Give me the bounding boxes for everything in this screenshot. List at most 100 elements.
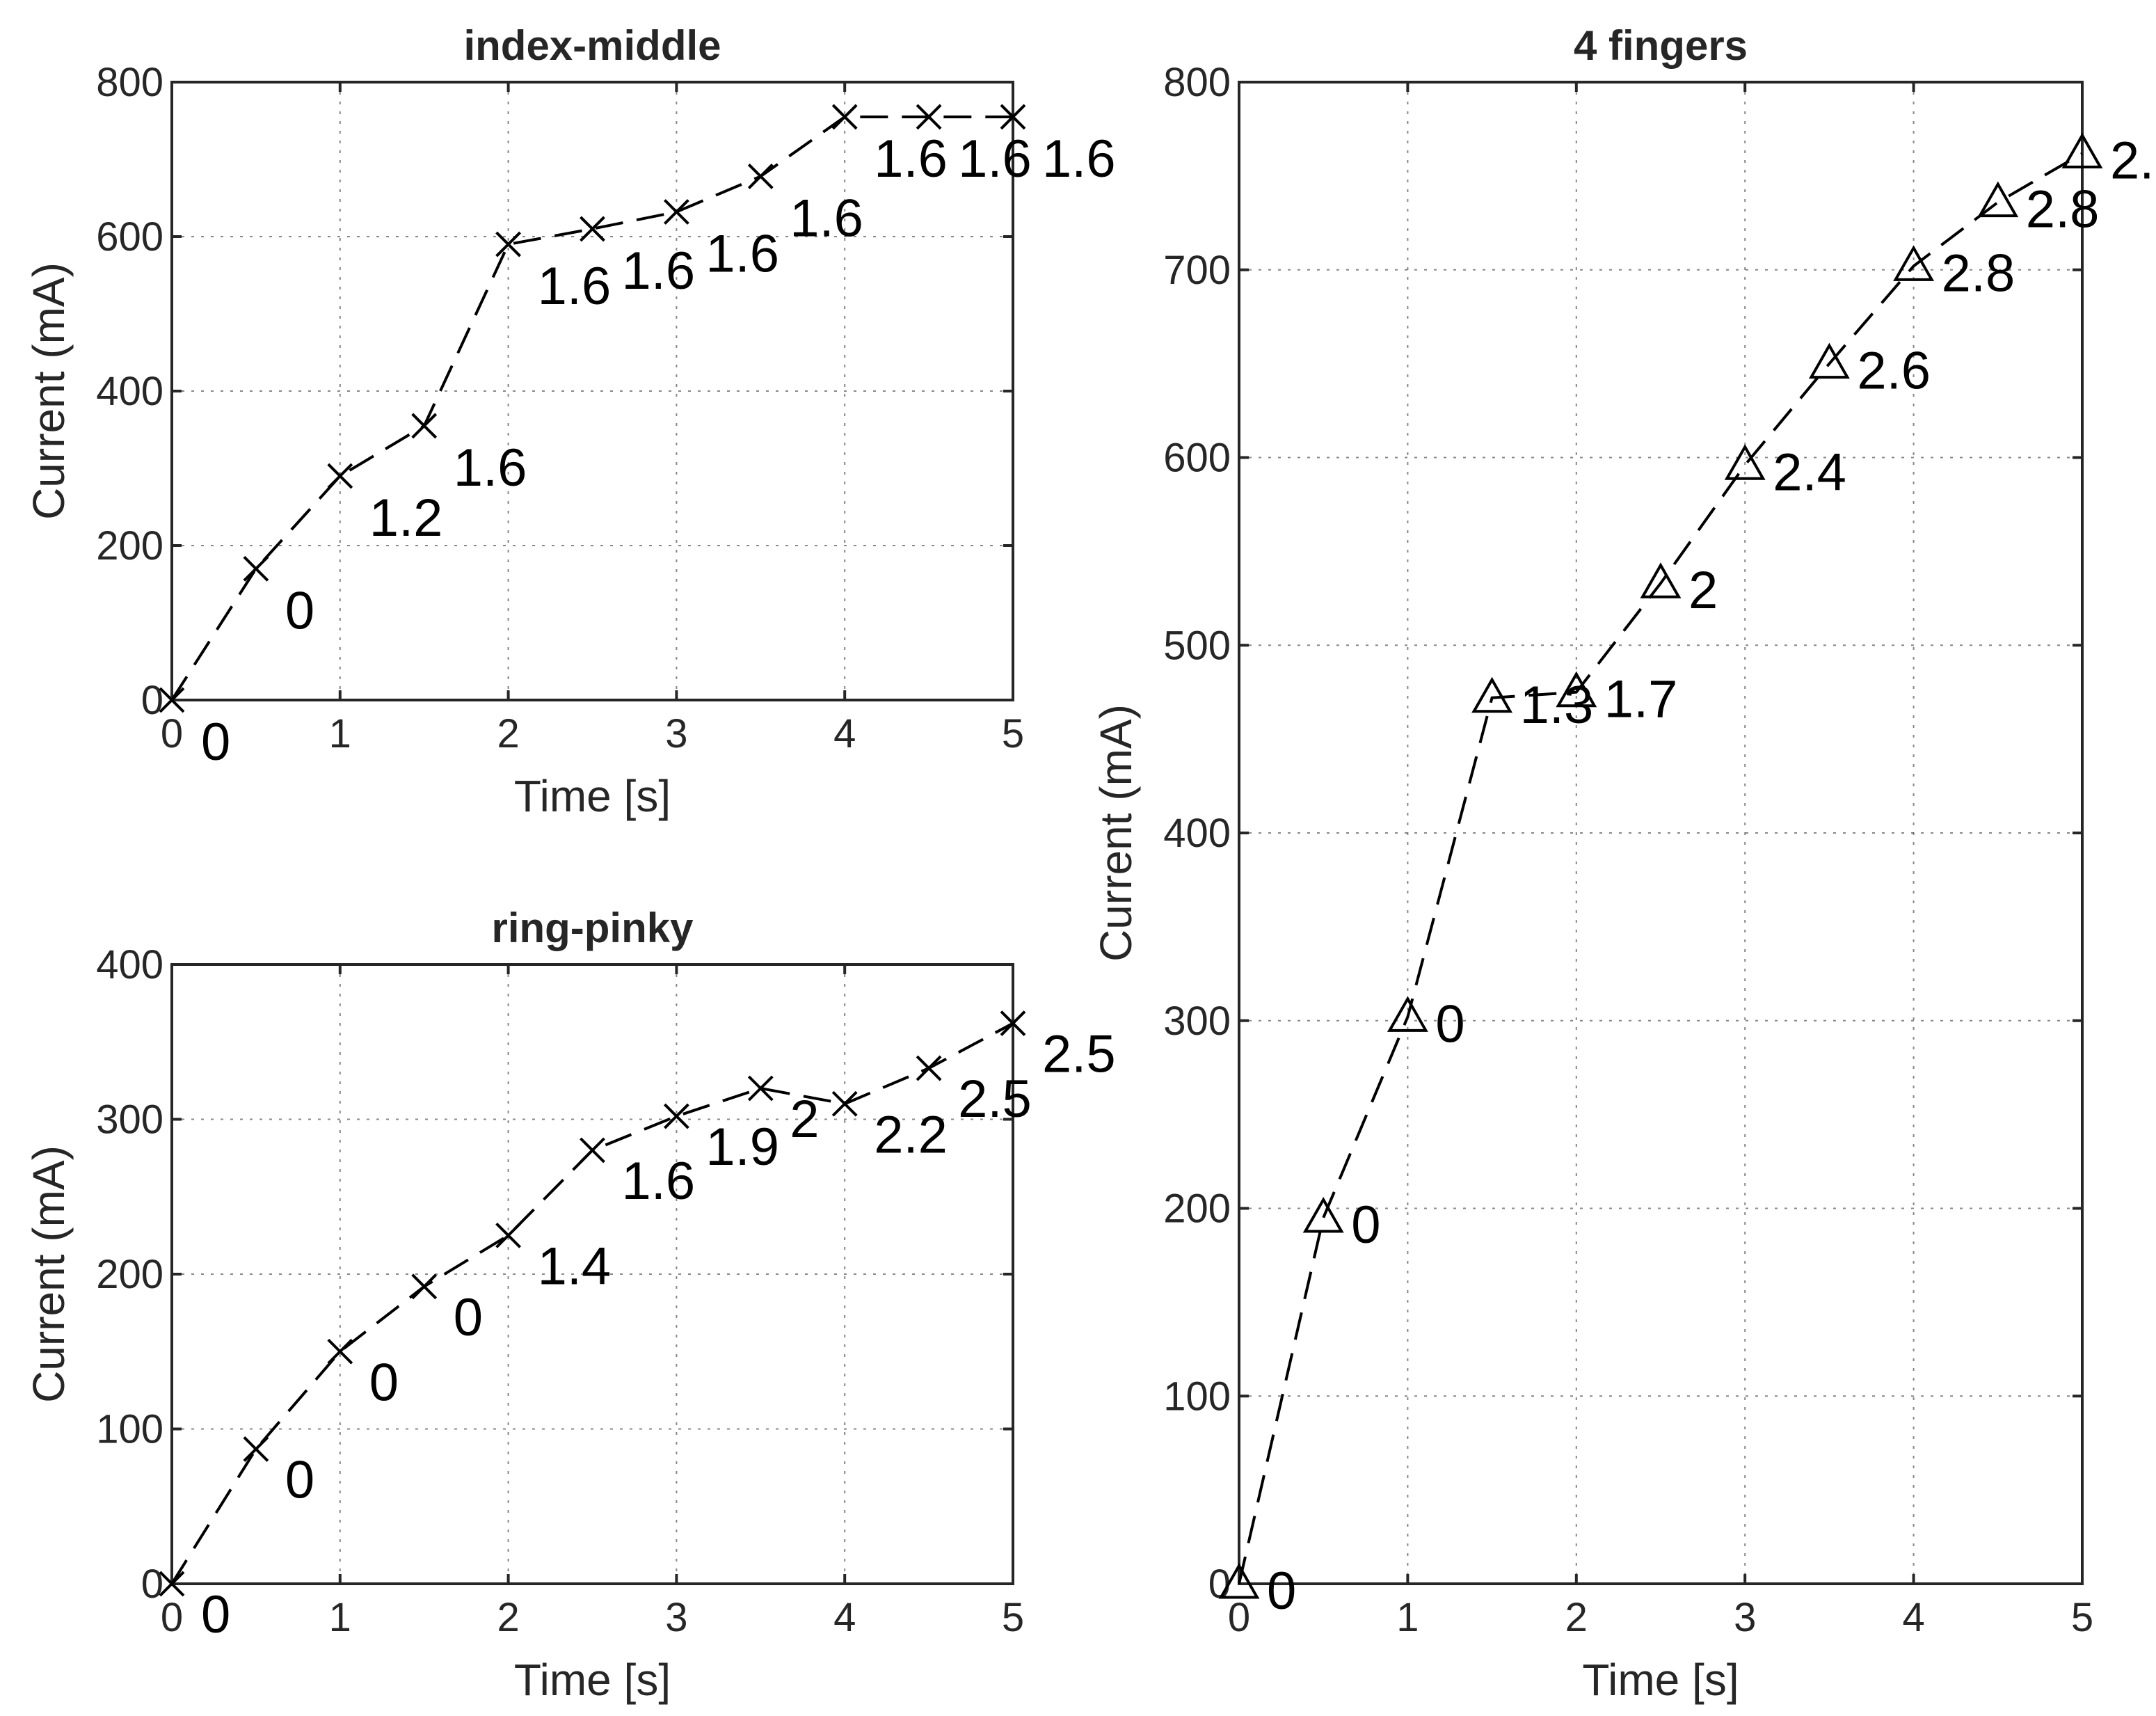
data-point-label: 2.2	[874, 1105, 948, 1164]
y-tick-label: 100	[1163, 1374, 1231, 1419]
y-tick-label: 100	[96, 1407, 163, 1452]
y-tick-label: 300	[1163, 999, 1231, 1044]
data-point-marker	[159, 1571, 185, 1597]
x-tick-label: 3	[665, 1595, 687, 1640]
x-tick-label: 5	[1002, 711, 1024, 756]
data-point-marker	[411, 1273, 438, 1300]
x-tick-label: 1	[329, 711, 351, 756]
data-point-marker	[159, 687, 185, 713]
data-point-marker	[580, 1137, 605, 1163]
x-tick-label: 0	[1228, 1595, 1250, 1640]
data-point-label: 1.6	[958, 129, 1032, 189]
data-point-marker	[1000, 1010, 1026, 1036]
data-point-marker	[747, 164, 774, 189]
y-tick-label: 400	[96, 369, 163, 414]
data-point-label: 0	[285, 581, 314, 640]
x-tick-label: 1	[1396, 1595, 1419, 1640]
data-point-label: 2.5	[1042, 1025, 1116, 1084]
data-point-label: 1.2	[369, 488, 443, 548]
y-tick-label: 0	[141, 1562, 163, 1607]
data-point-marker	[831, 104, 858, 130]
data-point-marker	[1556, 671, 1597, 708]
data-point-marker	[831, 1090, 858, 1117]
data-point-label: 1.6	[1042, 129, 1116, 189]
y-tick-label: 0	[141, 678, 163, 723]
data-point-marker	[1000, 104, 1026, 130]
x-tick-label: 5	[1002, 1595, 1024, 1640]
y-tick-label: 200	[96, 523, 163, 569]
data-point-label: 0	[454, 1288, 483, 1347]
y-axis-label: Current (mA)	[24, 262, 74, 520]
x-tick-label: 3	[665, 711, 687, 756]
data-point-label: 2.8	[2026, 180, 2100, 239]
data-point-label: 0	[201, 1585, 230, 1644]
plot-frame	[170, 81, 1014, 701]
data-point-label: 0	[1435, 994, 1464, 1054]
data-point-label: 1.6	[705, 224, 779, 283]
x-axis-label: Time [s]	[514, 771, 671, 821]
data-point-marker	[1808, 342, 1850, 379]
data-point-label: 2.6	[1857, 342, 1931, 401]
series-line	[170, 115, 1013, 701]
data-point-marker	[1724, 444, 1766, 480]
data-point-marker	[495, 231, 522, 257]
data-point-label: 1.6	[790, 189, 863, 248]
chart-title: index-middle	[463, 22, 721, 69]
y-tick-label: 200	[96, 1252, 163, 1297]
data-point-label: 1.6	[454, 438, 527, 498]
data-point-marker	[580, 216, 605, 242]
chart-title: ring-pinky	[491, 905, 694, 951]
data-point-marker	[411, 413, 438, 439]
data-point-label: 2	[790, 1090, 819, 1149]
x-tick-label: 3	[1734, 1595, 1756, 1640]
data-point-label: 1.6	[874, 129, 948, 189]
x-tick-label: 2	[1565, 1595, 1588, 1640]
x-tick-label: 0	[161, 711, 183, 756]
data-point-marker	[916, 104, 942, 130]
data-point-marker	[243, 555, 269, 582]
x-tick-label: 5	[2071, 1595, 2093, 1640]
y-tick-label: 600	[96, 214, 163, 260]
data-point-marker	[2061, 132, 2103, 169]
y-tick-label: 300	[96, 1097, 163, 1143]
data-point-marker	[327, 463, 353, 489]
data-point-label: 0	[1267, 1562, 1296, 1621]
data-point-marker	[243, 1436, 269, 1462]
data-point-label: 1.9	[705, 1118, 779, 1177]
data-point-marker	[327, 1338, 353, 1365]
data-point-marker	[1387, 996, 1428, 1032]
y-tick-label: 500	[1163, 623, 1231, 668]
data-point-label: 1.4	[538, 1237, 612, 1296]
x-axis-label: Time [s]	[1582, 1655, 1739, 1705]
data-point-label: 0	[369, 1353, 399, 1412]
data-point-marker	[1977, 181, 2019, 218]
x-tick-label: 4	[833, 1595, 856, 1640]
data-point-label: 1.6	[538, 257, 612, 316]
data-point-marker	[1218, 1562, 1260, 1599]
x-tick-label: 2	[497, 711, 519, 756]
series-line	[1238, 152, 2084, 1584]
data-point-label: 2.8	[2110, 132, 2156, 191]
y-tick-label: 200	[1163, 1186, 1231, 1232]
data-point-label: 0	[285, 1450, 314, 1509]
chart-index-middle: 0 1 2 3 4 5 0 200 400 600 800 index-middle Time [s] C…	[24, 22, 1116, 821]
data-point-label: 0	[201, 713, 230, 772]
x-tick-label: 2	[497, 1595, 519, 1640]
y-axis-label: Current (mA)	[24, 1145, 74, 1403]
data-point-marker	[747, 1075, 774, 1102]
plot-frame	[1238, 81, 2084, 1585]
data-point-marker	[663, 199, 689, 225]
data-point-label: 2	[1688, 561, 1718, 620]
data-point-label: 1.6	[622, 1152, 696, 1211]
data-point-marker	[495, 1222, 522, 1248]
data-point-label: 2.5	[958, 1070, 1032, 1129]
data-point-marker	[1640, 562, 1682, 598]
x-tick-label: 1	[329, 1595, 351, 1640]
data-point-marker	[1893, 245, 1935, 281]
data-point-marker	[663, 1103, 689, 1129]
data-point-label: 2.4	[1773, 443, 1846, 502]
y-tick-label: 400	[1163, 811, 1231, 856]
